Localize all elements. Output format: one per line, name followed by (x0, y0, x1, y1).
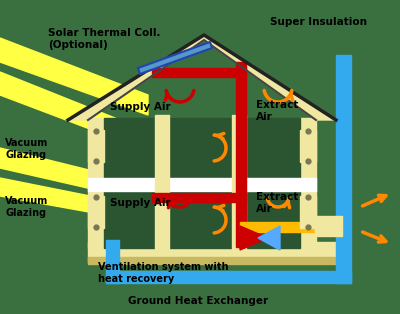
Polygon shape (88, 118, 104, 248)
Polygon shape (155, 115, 169, 250)
Text: Ground Heat Exchanger: Ground Heat Exchanger (128, 296, 268, 306)
Text: Supply Air: Supply Air (110, 102, 171, 112)
Text: Vacuum
Glazing: Vacuum Glazing (5, 196, 48, 218)
Polygon shape (240, 222, 342, 232)
Polygon shape (0, 72, 140, 148)
Polygon shape (300, 196, 316, 228)
Polygon shape (315, 216, 342, 236)
Text: Supply Air: Supply Air (110, 198, 171, 208)
Polygon shape (88, 242, 336, 262)
Text: Extract
Air: Extract Air (256, 192, 298, 214)
Polygon shape (104, 118, 300, 248)
Text: Ventilation system with
heat recovery: Ventilation system with heat recovery (98, 262, 228, 284)
Polygon shape (152, 193, 246, 202)
Polygon shape (258, 226, 280, 250)
Polygon shape (0, 38, 148, 115)
Polygon shape (106, 271, 351, 283)
Polygon shape (300, 130, 316, 162)
Polygon shape (88, 196, 104, 228)
Text: Extract
Air: Extract Air (256, 100, 298, 122)
Polygon shape (236, 62, 246, 247)
Polygon shape (138, 42, 212, 74)
Polygon shape (88, 130, 104, 162)
Polygon shape (0, 178, 100, 214)
Polygon shape (336, 55, 351, 283)
Polygon shape (0, 148, 105, 192)
Text: Vacuum
Glazing: Vacuum Glazing (5, 138, 48, 160)
Polygon shape (68, 35, 336, 120)
Polygon shape (88, 178, 316, 191)
Text: Super Insulation: Super Insulation (270, 17, 367, 27)
Polygon shape (232, 115, 246, 250)
Polygon shape (106, 240, 119, 283)
Polygon shape (152, 68, 246, 77)
Polygon shape (88, 257, 336, 264)
Text: Solar Thermal Coll.
(Optional): Solar Thermal Coll. (Optional) (48, 28, 160, 50)
Polygon shape (240, 226, 268, 250)
Polygon shape (300, 118, 316, 248)
